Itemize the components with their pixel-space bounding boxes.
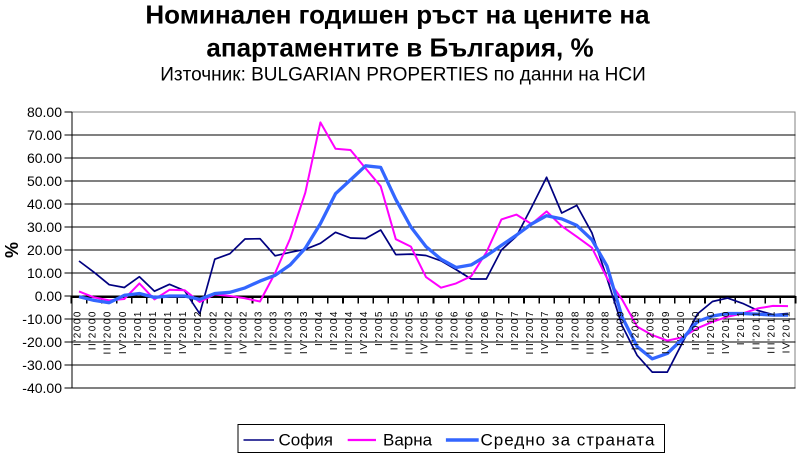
svg-text:-20.00: -20.00 <box>22 334 62 350</box>
svg-text:30.00: 30.00 <box>27 219 62 235</box>
svg-text:I'2002: I'2002 <box>193 310 204 346</box>
svg-text:III'2006: III'2006 <box>465 310 476 355</box>
svg-text:IV'2010: IV'2010 <box>721 310 732 354</box>
svg-text:II'2005: II'2005 <box>389 310 400 350</box>
svg-text:III'2009: III'2009 <box>646 310 657 355</box>
svg-text:II'2008: II'2008 <box>570 310 581 350</box>
svg-text:%: % <box>2 242 22 258</box>
svg-text:I'2008: I'2008 <box>555 310 566 346</box>
svg-text:Средно за страната: Средно за страната <box>481 431 656 450</box>
svg-text:50.00: 50.00 <box>27 173 62 189</box>
svg-text:II'2011: II'2011 <box>751 310 762 349</box>
svg-text:-10.00: -10.00 <box>22 311 62 327</box>
svg-text:I'2004: I'2004 <box>314 310 325 346</box>
svg-text:III'2000: III'2000 <box>103 310 114 355</box>
svg-text:III'2004: III'2004 <box>344 310 355 355</box>
svg-text:II'2009: II'2009 <box>631 310 642 350</box>
svg-text:II'2004: II'2004 <box>329 310 340 350</box>
svg-text:I'2000: I'2000 <box>73 310 84 346</box>
svg-text:IV'2007: IV'2007 <box>540 310 551 354</box>
svg-text:III'2005: III'2005 <box>404 310 415 355</box>
svg-text:II'2000: II'2000 <box>88 310 99 350</box>
svg-text:I'2001: I'2001 <box>133 310 144 346</box>
svg-text:I'2010: I'2010 <box>676 310 687 346</box>
svg-text:10.00: 10.00 <box>27 265 62 281</box>
svg-text:0.00: 0.00 <box>35 288 62 304</box>
svg-text:III'2010: III'2010 <box>706 310 717 355</box>
svg-text:I'2007: I'2007 <box>495 310 506 346</box>
svg-text:I'2005: I'2005 <box>374 310 385 346</box>
svg-text:апартаментите в България, %: апартаментите в България, % <box>206 32 593 62</box>
svg-text:20.00: 20.00 <box>27 242 62 258</box>
svg-text:III'2008: III'2008 <box>585 310 596 355</box>
svg-text:III'2002: III'2002 <box>223 310 234 355</box>
svg-text:Номинален годишен ръст на цени: Номинален годишен ръст на цените на <box>145 0 650 29</box>
svg-text:I'2011: I'2011 <box>736 310 747 345</box>
svg-text:III'2011: III'2011 <box>766 310 777 354</box>
svg-text:II'2010: II'2010 <box>691 310 702 350</box>
svg-text:IV'2003: IV'2003 <box>299 310 310 354</box>
svg-text:II'2006: II'2006 <box>450 310 461 350</box>
svg-text:III'2007: III'2007 <box>525 310 536 355</box>
svg-text:IV'2002: IV'2002 <box>239 310 250 354</box>
svg-text:I'2009: I'2009 <box>616 310 627 346</box>
svg-text:I'2003: I'2003 <box>254 310 265 346</box>
svg-text:IV'2000: IV'2000 <box>118 310 129 354</box>
svg-text:III'2001: III'2001 <box>163 310 174 355</box>
svg-text:IV'2011: IV'2011 <box>782 310 793 353</box>
svg-text:II'2001: II'2001 <box>148 310 159 350</box>
svg-text:София: София <box>279 431 333 450</box>
svg-text:-30.00: -30.00 <box>22 357 62 373</box>
svg-text:40.00: 40.00 <box>27 196 62 212</box>
svg-text:60.00: 60.00 <box>27 150 62 166</box>
svg-text:Източник: BULGARIAN PROPERTIES: Източник: BULGARIAN PROPERTIES по данни … <box>160 65 645 86</box>
svg-text:IV'2005: IV'2005 <box>420 310 431 354</box>
svg-text:IV'2008: IV'2008 <box>601 310 612 354</box>
svg-text:IV'2004: IV'2004 <box>359 310 370 354</box>
svg-text:IV'2001: IV'2001 <box>178 310 189 354</box>
svg-text:-40.00: -40.00 <box>22 380 62 396</box>
svg-text:IV'2009: IV'2009 <box>661 310 672 354</box>
svg-text:IV'2006: IV'2006 <box>480 310 491 354</box>
svg-text:II'2003: II'2003 <box>269 310 280 350</box>
svg-text:III'2003: III'2003 <box>284 310 295 355</box>
svg-text:Варна: Варна <box>383 431 433 450</box>
svg-text:80.00: 80.00 <box>27 104 62 120</box>
svg-text:I'2006: I'2006 <box>435 310 446 346</box>
svg-text:II'2007: II'2007 <box>510 310 521 350</box>
svg-text:70.00: 70.00 <box>27 127 62 143</box>
svg-text:II'2002: II'2002 <box>208 310 219 350</box>
